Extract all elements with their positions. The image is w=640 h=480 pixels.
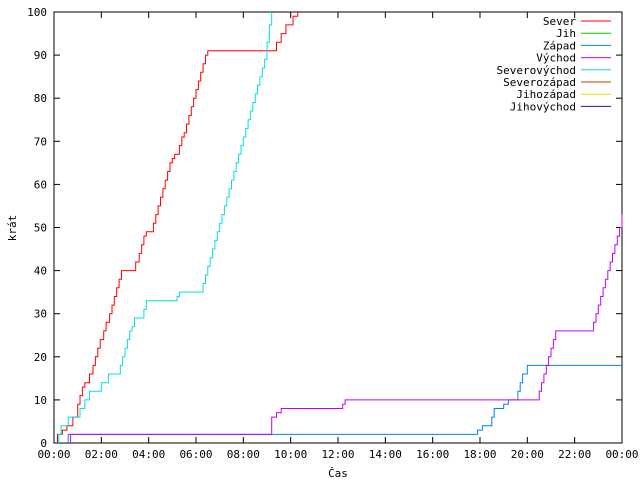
- series-line: [57, 12, 299, 443]
- y-tick-label: 30: [34, 308, 47, 321]
- x-axis-title: Čas: [328, 467, 348, 480]
- y-tick-label: 40: [34, 265, 47, 278]
- y-axis-title: krát: [6, 215, 19, 242]
- x-tick-label: 10:00: [274, 448, 307, 461]
- y-tick-label: 100: [27, 6, 47, 19]
- y-tick-label: 60: [34, 178, 47, 191]
- x-tick-label: 02:00: [85, 448, 118, 461]
- y-tick-label: 0: [40, 437, 47, 450]
- legend-label: Východ: [536, 52, 576, 65]
- x-tick-label: 04:00: [132, 448, 165, 461]
- x-tick-label: 08:00: [227, 448, 260, 461]
- y-tick-label: 50: [34, 222, 47, 235]
- x-tick-label: 00:00: [37, 448, 70, 461]
- y-tick-label: 20: [34, 351, 47, 364]
- legend-label: Jih: [556, 27, 576, 40]
- legend-label: Západ: [543, 39, 576, 52]
- y-tick-label: 10: [34, 394, 47, 407]
- legend-label: Severozápad: [503, 76, 576, 89]
- legend-label: Jihozápad: [516, 88, 576, 101]
- y-tick-label: 70: [34, 135, 47, 148]
- y-tick-label: 80: [34, 92, 47, 105]
- axis-ticks: 00:00 02:00 04:00 06:00 08:00 10:00 12:00 14:00…: [27, 6, 638, 461]
- x-tick-label: 16:00: [416, 448, 449, 461]
- x-tick-label: 14:00: [369, 448, 402, 461]
- x-tick-label: 00:00: [605, 448, 638, 461]
- x-tick-label: 12:00: [321, 448, 354, 461]
- x-tick-label: 18:00: [463, 448, 496, 461]
- legend-label: Sever: [543, 15, 576, 28]
- series-line: [67, 364, 622, 443]
- y-tick-label: 90: [34, 49, 47, 62]
- series-lines: [57, 12, 623, 443]
- legend-label: Severovýchod: [497, 64, 576, 77]
- legend: SeverJihZápadVýchodSeverovýchodSeverozáp…: [497, 15, 611, 113]
- x-tick-label: 20:00: [511, 448, 544, 461]
- x-tick-label: 06:00: [179, 448, 212, 461]
- series-line: [58, 12, 273, 443]
- legend-label: Jihovýchod: [510, 100, 576, 113]
- x-tick-label: 22:00: [558, 448, 591, 461]
- series-line: [70, 214, 623, 443]
